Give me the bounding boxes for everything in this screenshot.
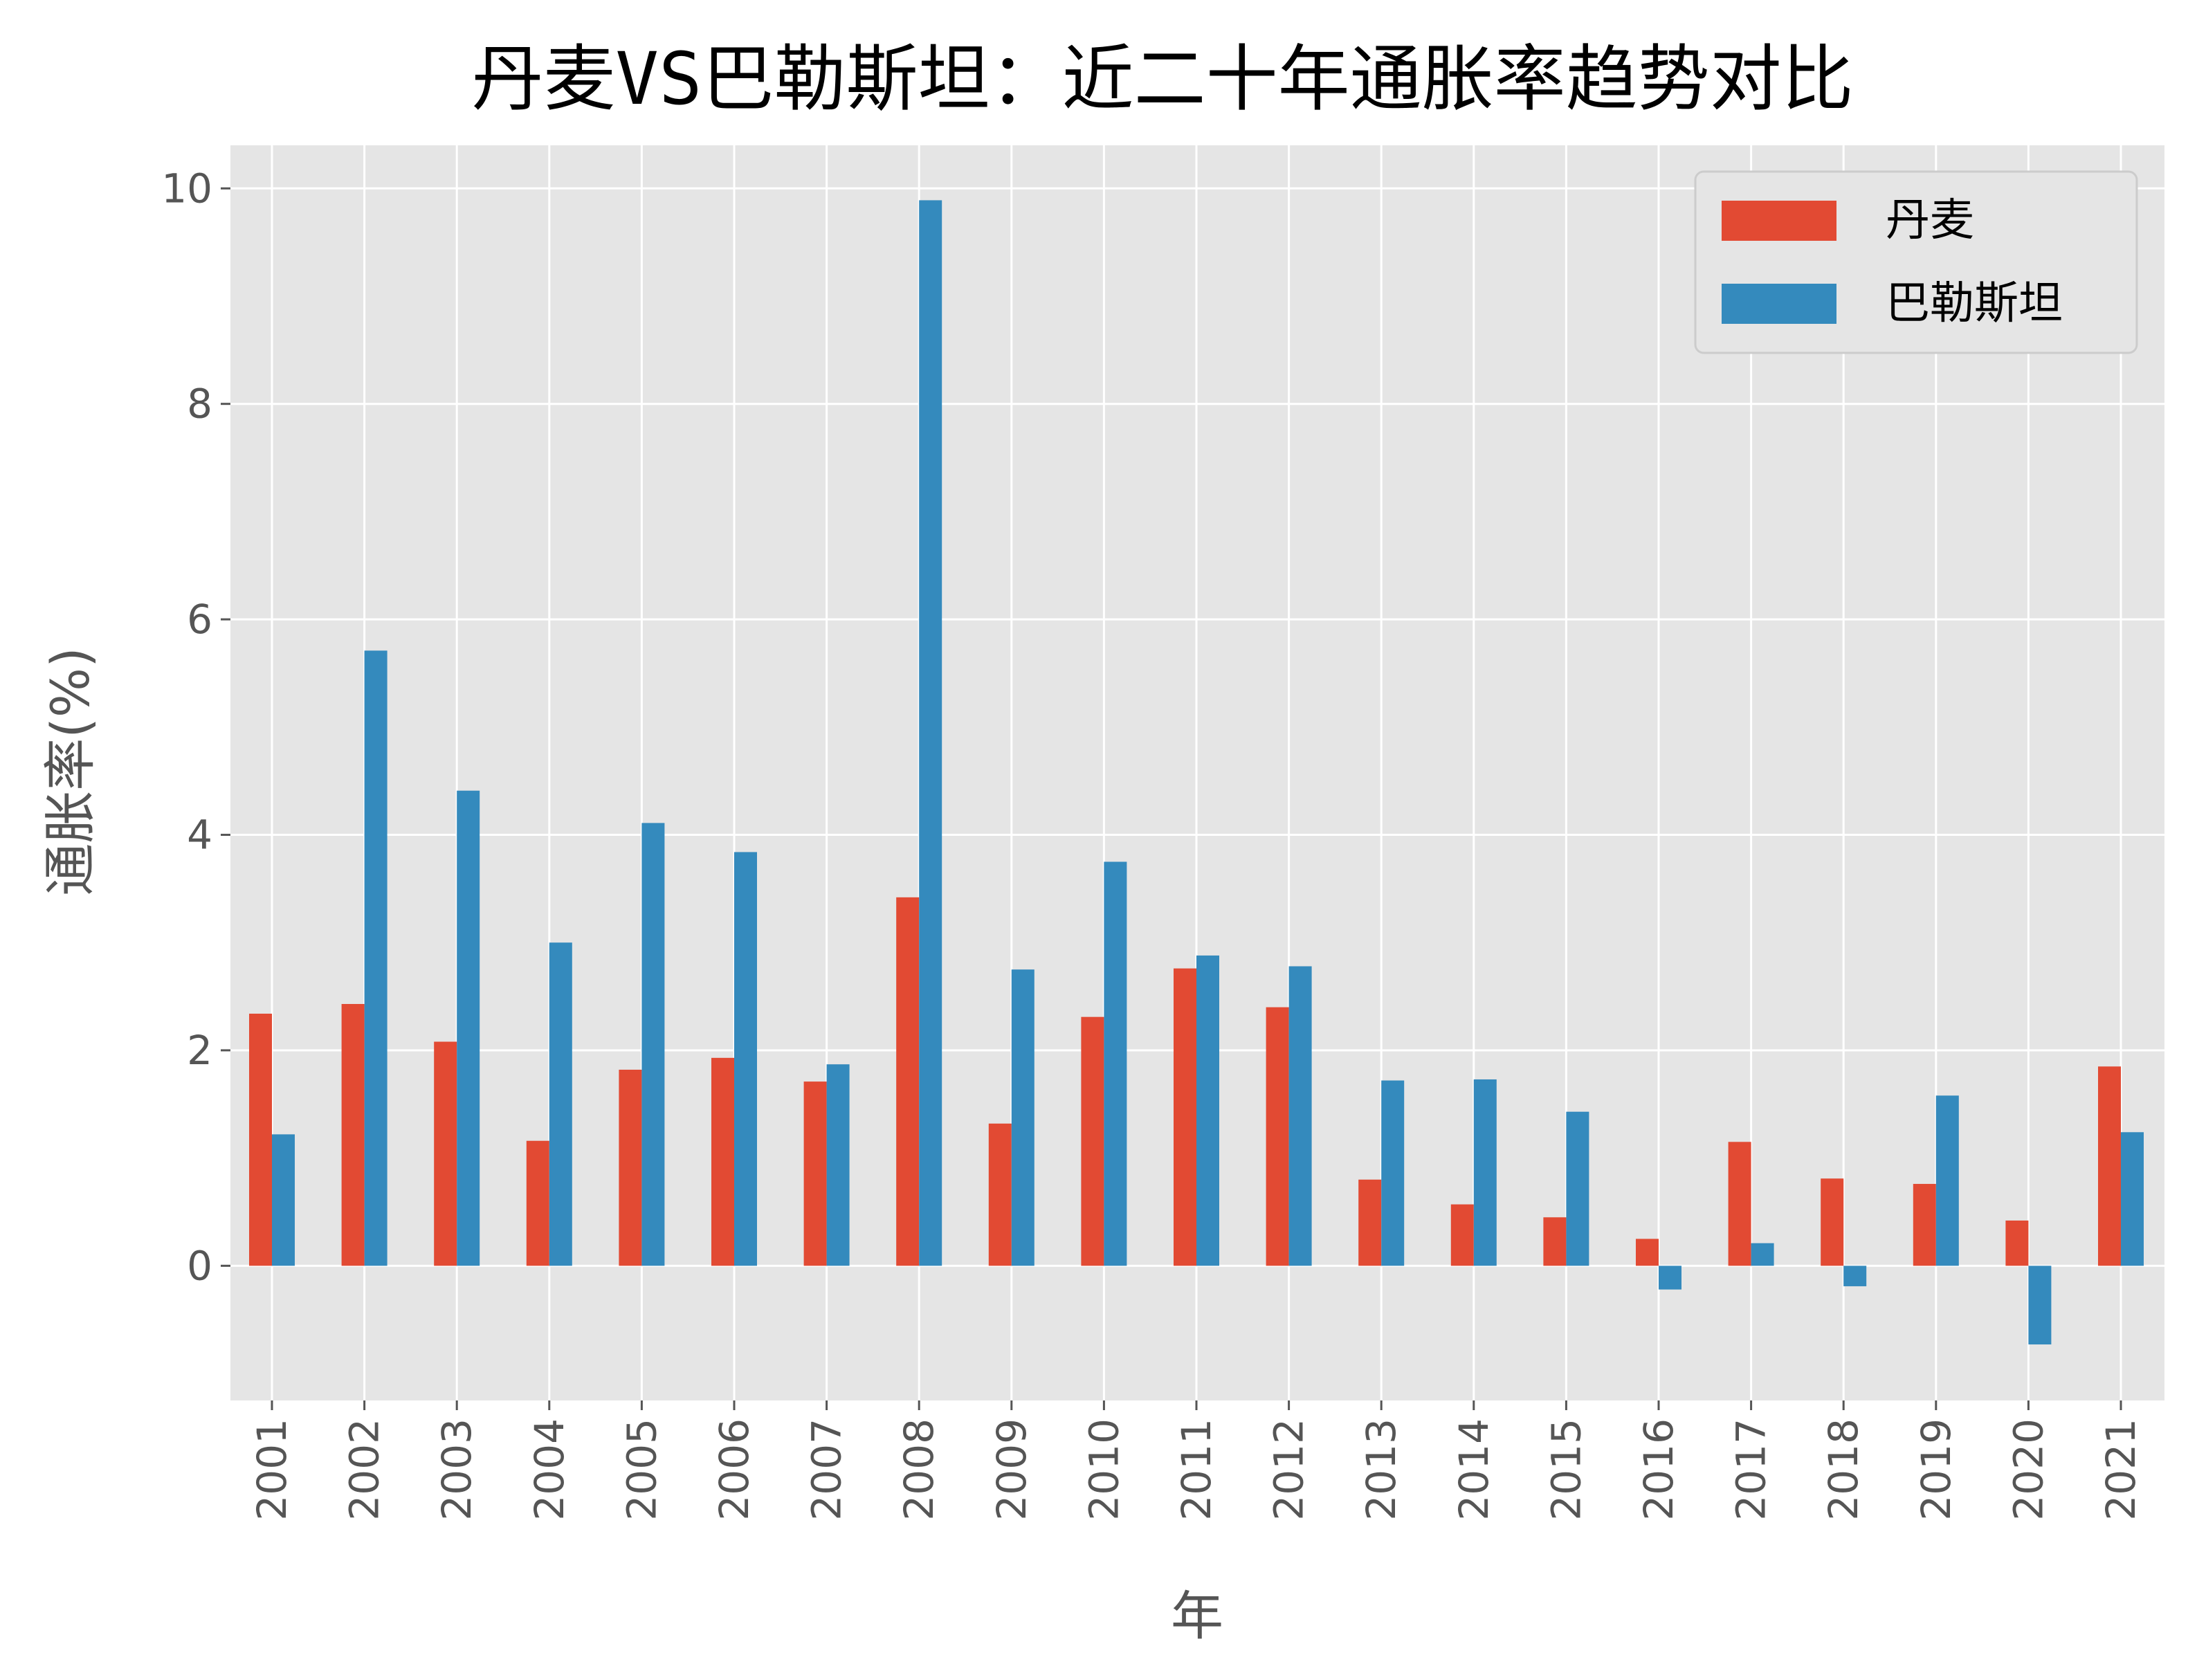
- legend-swatch-palestine: [1722, 284, 1836, 324]
- y-tick-label: 0: [187, 1242, 212, 1289]
- bar-denmark-2007: [803, 1081, 827, 1266]
- bar-palestine-2001: [272, 1134, 295, 1266]
- bar-denmark-2012: [1266, 1007, 1289, 1266]
- x-tick-label: 2008: [895, 1418, 942, 1521]
- bar-denmark-2018: [1821, 1178, 1844, 1266]
- bar-palestine-2014: [1473, 1079, 1497, 1266]
- bar-palestine-2018: [1843, 1266, 1867, 1286]
- bar-palestine-2013: [1381, 1080, 1405, 1266]
- x-tick-label: 2014: [1450, 1418, 1497, 1521]
- bar-denmark-2003: [434, 1041, 457, 1266]
- bar-palestine-2008: [919, 200, 942, 1266]
- x-tick-label: 2006: [711, 1418, 758, 1521]
- bar-denmark-2015: [1543, 1217, 1567, 1266]
- x-axis-ticks: 2001 2002 2003 2004 2005 2006 2007 2008 2009 2010…: [248, 1400, 2144, 1521]
- bar-denmark-2006: [711, 1057, 734, 1266]
- x-tick-label: 2020: [2005, 1418, 2052, 1521]
- bar-denmark-2017: [1728, 1142, 1751, 1266]
- x-tick-label: 2001: [248, 1418, 295, 1521]
- x-tick-label: 2005: [618, 1418, 665, 1521]
- y-tick-label: 4: [187, 812, 212, 859]
- bar-denmark-2009: [988, 1123, 1012, 1266]
- x-tick-label: 2015: [1542, 1418, 1589, 1521]
- bars: [249, 200, 2144, 1345]
- bar-denmark-2004: [526, 1140, 549, 1266]
- bar-palestine-2020: [2028, 1266, 2052, 1345]
- bar-denmark-2002: [341, 1003, 365, 1266]
- bar-palestine-2004: [549, 942, 572, 1266]
- x-tick-label: 2017: [1728, 1418, 1775, 1521]
- bar-palestine-2006: [734, 852, 757, 1266]
- bar-palestine-2003: [457, 790, 480, 1266]
- x-tick-label: 2002: [341, 1418, 388, 1521]
- x-tick-label: 2019: [1913, 1418, 1960, 1521]
- bar-palestine-2021: [2121, 1132, 2144, 1266]
- y-axis-ticks: 0 2 4 6 8 10: [161, 165, 230, 1289]
- bar-denmark-2013: [1358, 1179, 1382, 1266]
- bar-denmark-2019: [1913, 1184, 1936, 1266]
- bar-denmark-2008: [896, 897, 920, 1266]
- x-tick-label: 2004: [526, 1418, 573, 1521]
- x-tick-label: 2012: [1266, 1418, 1313, 1521]
- y-tick-label: 10: [161, 165, 212, 212]
- bar-denmark-2001: [249, 1014, 272, 1266]
- x-axis-label: 年: [1171, 1585, 1223, 1647]
- bar-palestine-2002: [364, 650, 388, 1266]
- bar-palestine-2011: [1196, 955, 1219, 1266]
- bar-denmark-2005: [619, 1069, 642, 1266]
- chart-title: 丹麦VS巴勒斯坦：近二十年通胀率趋势对比: [471, 37, 1853, 121]
- bar-palestine-2015: [1566, 1111, 1589, 1266]
- legend-swatch-denmark: [1722, 201, 1836, 241]
- y-tick-label: 2: [187, 1027, 212, 1074]
- bar-palestine-2019: [1935, 1095, 1959, 1266]
- x-tick-label: 2009: [988, 1418, 1035, 1521]
- legend-label-denmark: 丹麦: [1886, 195, 1974, 246]
- bar-denmark-2014: [1450, 1204, 1474, 1266]
- y-tick-label: 8: [187, 381, 212, 428]
- bar-palestine-2012: [1288, 966, 1312, 1266]
- bar-denmark-2011: [1174, 968, 1196, 1266]
- x-tick-label: 2018: [1820, 1418, 1867, 1521]
- x-tick-label: 2011: [1173, 1418, 1220, 1521]
- x-tick-label: 2016: [1635, 1418, 1682, 1521]
- x-tick-label: 2003: [433, 1418, 480, 1521]
- x-tick-label: 2010: [1080, 1418, 1127, 1521]
- bar-palestine-2009: [1011, 969, 1034, 1266]
- x-tick-label: 2021: [2097, 1418, 2144, 1521]
- bar-denmark-2020: [2005, 1220, 2029, 1266]
- x-tick-label: 2007: [803, 1418, 850, 1521]
- bar-palestine-2007: [826, 1064, 850, 1266]
- bar-denmark-2016: [1636, 1239, 1659, 1266]
- legend-label-palestine: 巴勒斯坦: [1886, 278, 2063, 329]
- y-axis-label: 通胀率(%): [39, 647, 101, 896]
- bar-palestine-2005: [641, 823, 665, 1266]
- bar-denmark-2010: [1081, 1016, 1104, 1266]
- bar-denmark-2021: [2098, 1066, 2121, 1266]
- legend: 丹麦 巴勒斯坦: [1694, 170, 2138, 354]
- y-tick-label: 6: [187, 596, 212, 643]
- bar-palestine-2010: [1104, 861, 1127, 1266]
- bar-palestine-2017: [1751, 1243, 1774, 1266]
- bar-palestine-2016: [1659, 1266, 1681, 1290]
- x-tick-label: 2013: [1358, 1418, 1405, 1521]
